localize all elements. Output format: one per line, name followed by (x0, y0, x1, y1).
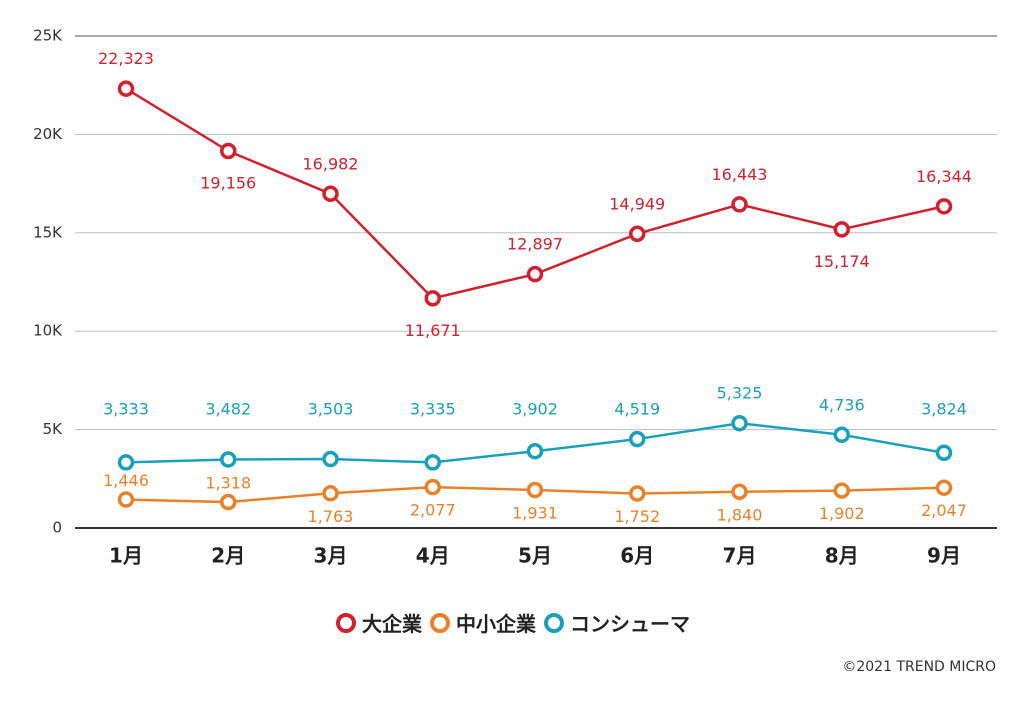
value-label: 16,344 (916, 167, 972, 186)
value-label: 1,840 (717, 505, 763, 524)
legend-circle (336, 612, 356, 633)
value-label: 16,443 (712, 165, 768, 184)
legend-item: 大企業 (334, 608, 422, 637)
value-label: 22,323 (98, 49, 154, 68)
marker (731, 196, 748, 213)
marker (731, 414, 748, 432)
value-label: 2,047 (921, 501, 967, 520)
marker (322, 185, 339, 203)
marker (220, 451, 237, 468)
value-label: 19,156 (200, 174, 256, 193)
value-label: 3,482 (205, 400, 251, 419)
marker (833, 221, 850, 238)
marker (833, 426, 850, 444)
marker (424, 478, 441, 496)
x-tick-label: 9月 (927, 544, 961, 568)
value-label: 1,446 (103, 471, 149, 490)
value-label: 1,318 (205, 474, 251, 493)
value-label: 1,763 (308, 507, 354, 526)
value-label: 4,736 (819, 395, 865, 414)
legend-item: コンシューマ (542, 608, 690, 637)
value-label: 3,824 (921, 400, 967, 419)
marker (629, 225, 646, 243)
legend-circle (544, 612, 564, 633)
legend-label: 中小企業 (456, 612, 536, 636)
value-label: 14,949 (609, 194, 665, 213)
legend-label: 大企業 (362, 612, 422, 636)
legend: 大企業 中小企業 コンシューマ (0, 608, 1024, 637)
marker (424, 290, 441, 307)
x-tick-label: 4月 (416, 544, 450, 568)
value-label: 12,897 (507, 235, 563, 254)
x-tick-label: 3月 (314, 544, 348, 568)
marker (424, 454, 441, 471)
value-label: 2,077 (410, 501, 456, 520)
y-tick-label: 25K (33, 27, 63, 45)
value-label: 15,174 (814, 252, 870, 271)
value-label: 1,752 (614, 507, 660, 526)
marker (629, 430, 646, 448)
marker (117, 454, 135, 471)
x-tick-label: 5月 (518, 544, 552, 568)
marker (117, 80, 135, 97)
value-label: 16,982 (303, 154, 359, 173)
marker (935, 479, 953, 496)
marker (322, 450, 339, 468)
marker (220, 493, 237, 511)
legend-label: コンシューマ (570, 612, 690, 636)
value-label: 3,333 (103, 400, 149, 419)
y-tick-label: 10K (33, 322, 63, 340)
legend-item: 中小企業 (428, 608, 536, 637)
y-tick-label: 0 (52, 519, 62, 537)
value-label: 5,325 (717, 384, 763, 403)
value-label: 1,931 (512, 503, 558, 522)
marker (629, 485, 646, 502)
x-tick-label: 6月 (620, 544, 654, 568)
legend-marker (336, 612, 356, 633)
x-tick-label: 7月 (723, 544, 757, 568)
y-tick-label: 15K (33, 223, 63, 241)
legend-circle (430, 612, 450, 633)
x-tick-label: 1月 (109, 544, 143, 568)
value-label: 3,503 (308, 400, 354, 419)
value-label: 11,671 (405, 321, 461, 340)
x-tick-label: 2月 (211, 544, 245, 568)
value-label: 4,519 (614, 400, 660, 419)
marker (220, 142, 237, 160)
marker (526, 481, 544, 499)
marker (833, 482, 850, 499)
marker (935, 198, 953, 215)
marker (526, 265, 544, 283)
y-tick-label: 5K (43, 420, 64, 438)
credit: ©2021 TREND MICRO (842, 659, 996, 675)
marker (117, 491, 135, 508)
x-tick-label: 8月 (825, 544, 859, 568)
marker (322, 485, 339, 502)
legend-marker (544, 612, 564, 633)
value-label: 3,335 (410, 400, 456, 419)
legend-marker (430, 612, 450, 633)
marker (731, 483, 748, 501)
marker (526, 442, 544, 460)
marker (935, 444, 953, 461)
value-label: 3,902 (512, 400, 558, 419)
y-tick-label: 20K (33, 125, 63, 143)
value-label: 1,902 (819, 504, 865, 523)
